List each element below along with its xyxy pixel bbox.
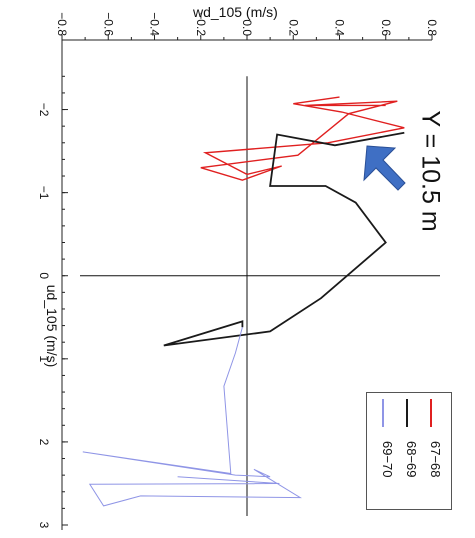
legend: 67−68 68−69 69−70 [366, 392, 452, 510]
y-tick-label: 0 [37, 272, 51, 279]
series-line [200, 96, 405, 181]
series-line [163, 131, 405, 347]
x-tick-label: −0.4 [148, 12, 162, 36]
legend-label: 67−68 [428, 441, 443, 478]
x-tick-label: 0.8 [425, 19, 439, 36]
y-tick-label: 2 [37, 439, 51, 446]
arrow-marker [363, 145, 406, 191]
x-tick-label: −0.8 [55, 12, 69, 36]
x-axis-title: wd_105 (m/s) [193, 4, 278, 20]
series-line [82, 327, 303, 507]
legend-swatch [382, 399, 384, 427]
y-tick-label: −1 [37, 186, 51, 200]
y-axis-title: ud_105 (m/s) [44, 284, 61, 368]
x-axis: −0.8 −0.6 −0.4 −0.2 0.0 0.2 0.4 0.6 0.8 [55, 12, 439, 40]
legend-swatch [430, 399, 432, 427]
arrow-icon [363, 145, 406, 191]
annotation-label: Y = 10.5 m [416, 110, 445, 232]
legend-swatch [406, 399, 408, 427]
legend-label: 69−70 [380, 441, 395, 478]
legend-item: 67−68 [421, 399, 443, 505]
series-lines [82, 96, 405, 507]
x-tick-label: 0.0 [240, 19, 254, 36]
x-tick-label: 0.4 [333, 19, 347, 36]
x-tick-label: −0.6 [101, 12, 115, 36]
x-tick-label: 0.6 [379, 19, 393, 36]
y-tick-label: −2 [37, 103, 51, 117]
legend-item: 69−70 [373, 399, 395, 505]
legend-label: 68−69 [404, 441, 419, 478]
x-tick-label: 0.2 [286, 19, 300, 36]
y-axis: −2 −1 0 1 2 3 [37, 75, 68, 529]
legend-item: 68−69 [397, 399, 419, 505]
x-tick-label: −0.2 [194, 12, 208, 36]
y-tick-label: 1 [37, 355, 51, 362]
y-tick-label: 3 [37, 522, 51, 529]
